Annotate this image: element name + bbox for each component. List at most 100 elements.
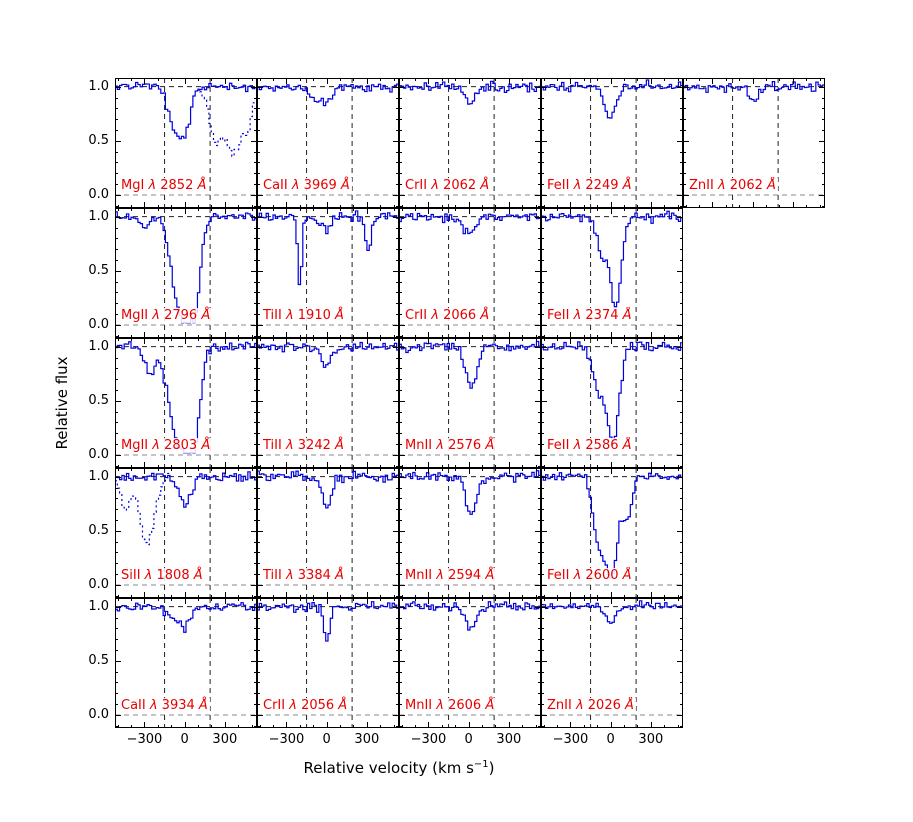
label-text: 2056 xyxy=(301,698,339,713)
y-tick-label: 0.5 xyxy=(88,652,109,668)
panel-label-MgI-2852: MgI λ 2852 Å xyxy=(119,178,209,193)
panel-MnII-2594: MnII λ 2594 Å xyxy=(399,468,541,598)
label-text: 1910 xyxy=(297,308,335,323)
label-symbol: Å xyxy=(335,308,344,323)
panel-label-CrII-2056: CrII λ 2056 Å xyxy=(261,698,350,713)
panel-label-TiII-1910: TiII λ 1910 Å xyxy=(261,308,346,323)
x-tick-label: 300 xyxy=(354,732,380,747)
panel-label-CaII-3969: CaII λ 3969 Å xyxy=(261,178,352,193)
label-text: 2026 xyxy=(587,698,625,713)
panel-label-FeII-2374: FeII λ 2374 Å xyxy=(545,308,634,323)
label-text: 3384 xyxy=(297,568,335,583)
label-text: FeII xyxy=(547,438,574,453)
panel-FeII-2374: FeII λ 2374 Å xyxy=(541,208,683,338)
panel-TiII-1910: TiII λ 1910 Å xyxy=(257,208,399,338)
label-symbol: Å xyxy=(625,698,634,713)
label-text: TiII xyxy=(263,308,286,323)
label-symbol: Å xyxy=(340,178,350,193)
panel-CrII-2062: CrII λ 2062 Å xyxy=(399,78,541,208)
label-symbol: Å xyxy=(338,698,348,713)
label-symbol: Å xyxy=(193,568,203,583)
label-symbol: Å xyxy=(485,568,495,583)
y-tick-label: 0.5 xyxy=(88,132,109,148)
label-text: 2066 xyxy=(443,308,481,323)
panel-label-FeII-2586: FeII λ 2586 Å xyxy=(545,438,634,453)
label-symbol: λ xyxy=(289,698,302,713)
label-symbol: λ xyxy=(436,698,449,713)
y-tick-label: 1.0 xyxy=(88,78,109,94)
label-symbol: λ xyxy=(436,438,449,453)
panel-label-TiII-3242: TiII λ 3242 Å xyxy=(261,438,346,453)
panel-label-CrII-2062: CrII λ 2062 Å xyxy=(403,178,492,193)
label-text: 2576 xyxy=(448,438,486,453)
panel-CrII-2056: CrII λ 2056 Å xyxy=(257,598,399,728)
label-symbol: λ xyxy=(152,438,165,453)
label-text: MnII xyxy=(405,568,437,583)
panel-label-MnII-2576: MnII λ 2576 Å xyxy=(403,438,497,453)
label-symbol: λ xyxy=(573,308,586,323)
x-tick-label: 0 xyxy=(606,732,615,747)
panel-MgI-2852: MgI λ 2852 Å xyxy=(115,78,257,208)
label-symbol: Å xyxy=(622,438,632,453)
label-text: SiII xyxy=(121,568,145,583)
label-symbol: Å xyxy=(485,438,495,453)
label-symbol: λ xyxy=(573,438,586,453)
panel-TiII-3384: TiII λ 3384 Å xyxy=(257,468,399,598)
label-symbol: λ xyxy=(717,178,730,193)
label-text: 2803 xyxy=(164,438,202,453)
x-tick-label: 300 xyxy=(496,732,522,747)
panel-label-MnII-2594: MnII λ 2594 Å xyxy=(403,568,497,583)
panel-MgII-2803: MgII λ 2803 Å xyxy=(115,338,257,468)
panel-MgII-2796: MgII λ 2796 Å xyxy=(115,208,257,338)
panel-label-MgII-2796: MgII λ 2796 Å xyxy=(119,308,213,323)
y-tick-label: 0.0 xyxy=(88,317,109,332)
label-symbol: Å xyxy=(335,568,344,583)
label-text: 3969 xyxy=(303,178,341,193)
x-tick-label: −300 xyxy=(268,732,305,747)
panel-FeII-2586: FeII λ 2586 Å xyxy=(541,338,683,468)
label-text: 3934 xyxy=(161,698,199,713)
label-symbol: λ xyxy=(285,438,298,453)
label-symbol: λ xyxy=(431,178,444,193)
y-tick-label: 0.0 xyxy=(88,577,109,592)
y-tick-label: 1.0 xyxy=(88,208,109,224)
panel-label-SiII-1808: SiII λ 1808 Å xyxy=(119,568,205,583)
label-symbol: Å xyxy=(198,698,208,713)
label-symbol: λ xyxy=(148,178,161,193)
y-tick-label: 0.5 xyxy=(88,392,109,408)
label-text: 2374 xyxy=(585,308,623,323)
label-text: 2594 xyxy=(448,568,486,583)
label-text: 1808 xyxy=(156,568,194,583)
y-tick-label: 0.0 xyxy=(88,447,109,462)
label-text: 2586 xyxy=(585,438,623,453)
panel-FeII-2600: FeII λ 2600 Å xyxy=(541,468,683,598)
label-text: CrII xyxy=(405,308,432,323)
y-tick-label: 0.5 xyxy=(88,262,109,278)
x-tick-label: 300 xyxy=(212,732,238,747)
panel-CaII-3969: CaII λ 3969 Å xyxy=(257,78,399,208)
label-text: CaII xyxy=(121,698,150,713)
y-tick-label: 0.0 xyxy=(88,187,109,202)
label-text: FeII xyxy=(547,568,574,583)
label-symbol: λ xyxy=(436,568,449,583)
x-tick-label: 300 xyxy=(638,732,664,747)
label-text: MgII xyxy=(121,438,153,453)
x-axis-label-suffix: ) xyxy=(488,759,495,777)
label-symbol: λ xyxy=(149,698,162,713)
label-symbol: λ xyxy=(285,568,298,583)
label-symbol: Å xyxy=(485,698,495,713)
label-text: TiII xyxy=(263,438,286,453)
label-text: ZnII xyxy=(689,178,718,193)
label-text: 2600 xyxy=(585,568,623,583)
panel-MnII-2576: MnII λ 2576 Å xyxy=(399,338,541,468)
label-symbol: λ xyxy=(573,178,586,193)
panel-label-MnII-2606: MnII λ 2606 Å xyxy=(403,698,497,713)
label-symbol: Å xyxy=(767,178,776,193)
x-tick-label: −300 xyxy=(410,732,447,747)
x-tick-label: 0 xyxy=(322,732,331,747)
x-tick-label: −300 xyxy=(126,732,163,747)
label-text: MgI xyxy=(121,178,149,193)
y-tick-label: 0.5 xyxy=(88,522,109,538)
label-text: FeII xyxy=(547,308,574,323)
